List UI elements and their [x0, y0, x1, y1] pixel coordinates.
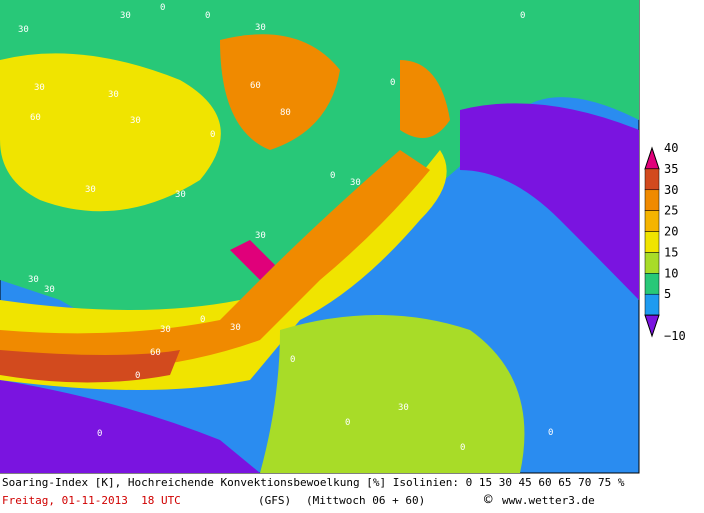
legend-swatch [644, 231, 660, 253]
isoline-label: 60 [150, 348, 161, 358]
legend-cap [644, 146, 660, 170]
isoline-label: 0 [97, 429, 102, 439]
isoline-label: 30 [255, 231, 266, 241]
field-orange-scand [400, 60, 450, 138]
isoline-label: 30 [120, 11, 131, 21]
isoline-label: 0 [330, 171, 335, 181]
isoline-label: 30 [398, 403, 409, 413]
legend-swatch [644, 210, 660, 232]
footer-copyright: © [484, 492, 493, 508]
legend-label: 20 [664, 225, 678, 239]
isoline-label: 30 [350, 178, 361, 188]
legend-label: 15 [664, 245, 678, 259]
isoline-label: 30 [28, 275, 39, 285]
isoline-label: 0 [548, 428, 553, 438]
isoline-label: 0 [390, 78, 395, 88]
isoline-label: 30 [175, 190, 186, 200]
legend-swatch [644, 293, 660, 316]
legend-swatch [644, 273, 660, 295]
field-purple-south [0, 380, 260, 473]
legend-label: 5 [664, 287, 671, 301]
isoline-label: 80 [280, 108, 291, 118]
isoline-label: 30 [160, 325, 171, 335]
isoline-label: 30 [230, 323, 241, 333]
isoline-label: 30 [85, 185, 96, 195]
isoline-label: 30 [108, 90, 119, 100]
footer-line1: Soaring-Index [K], Hochreichende Konvekt… [2, 476, 625, 489]
isoline-label: 60 [30, 113, 41, 123]
isoline-label: 30 [255, 23, 266, 33]
legend-cap [644, 314, 660, 338]
field-orange-north [220, 34, 340, 150]
legend-label: 30 [664, 183, 678, 197]
footer-site: www.wetter3.de [502, 494, 595, 507]
isoline-label: 30 [34, 83, 45, 93]
isoline-label: 0 [460, 443, 465, 453]
field-purple-east [460, 103, 639, 300]
footer-model: (GFS) [258, 494, 292, 507]
isoline-label: 0 [520, 11, 525, 21]
isoline-label: 0 [205, 11, 210, 21]
legend-label: −10 [664, 329, 686, 340]
isoline-label: 0 [135, 371, 140, 381]
field-red [0, 350, 180, 383]
map: 30 0 30 30 60 30 0 30 30 60 80 30 0 30 0 30 30 30 0 60 30 0 0 3… [0, 0, 640, 474]
legend-swatch [644, 168, 660, 191]
isoline-label: 30 [130, 116, 141, 126]
isoline-label: 0 [345, 418, 350, 428]
legend-label: 40 [664, 141, 678, 155]
legend-swatch [644, 189, 660, 211]
isoline-label: 60 [250, 81, 261, 91]
footer-run: (Mittwoch 06 + 60) [306, 494, 426, 507]
isoline-label: 0 [210, 130, 215, 140]
field-magenta [230, 240, 275, 280]
footer-date: Freitag, 01-11-2013 18 UTC [2, 494, 181, 507]
color-legend: 40 35 30 25 20 15 10 5 −10 [644, 141, 686, 340]
legend-label: 35 [664, 162, 678, 176]
isoline-label: 0 [290, 355, 295, 365]
field-yellow [0, 150, 447, 390]
legend-swatch [644, 252, 660, 274]
legend-label: 25 [664, 204, 678, 218]
isoline-label: 30 [44, 285, 55, 295]
field-yellow-north [0, 53, 221, 212]
isoline-label: 30 [18, 25, 29, 35]
isoline-label: 0 [200, 315, 205, 325]
field-orange [0, 150, 430, 372]
isoline-label: 0 [160, 3, 165, 13]
legend-label: 10 [664, 266, 678, 280]
field-lightgreen [260, 315, 525, 473]
